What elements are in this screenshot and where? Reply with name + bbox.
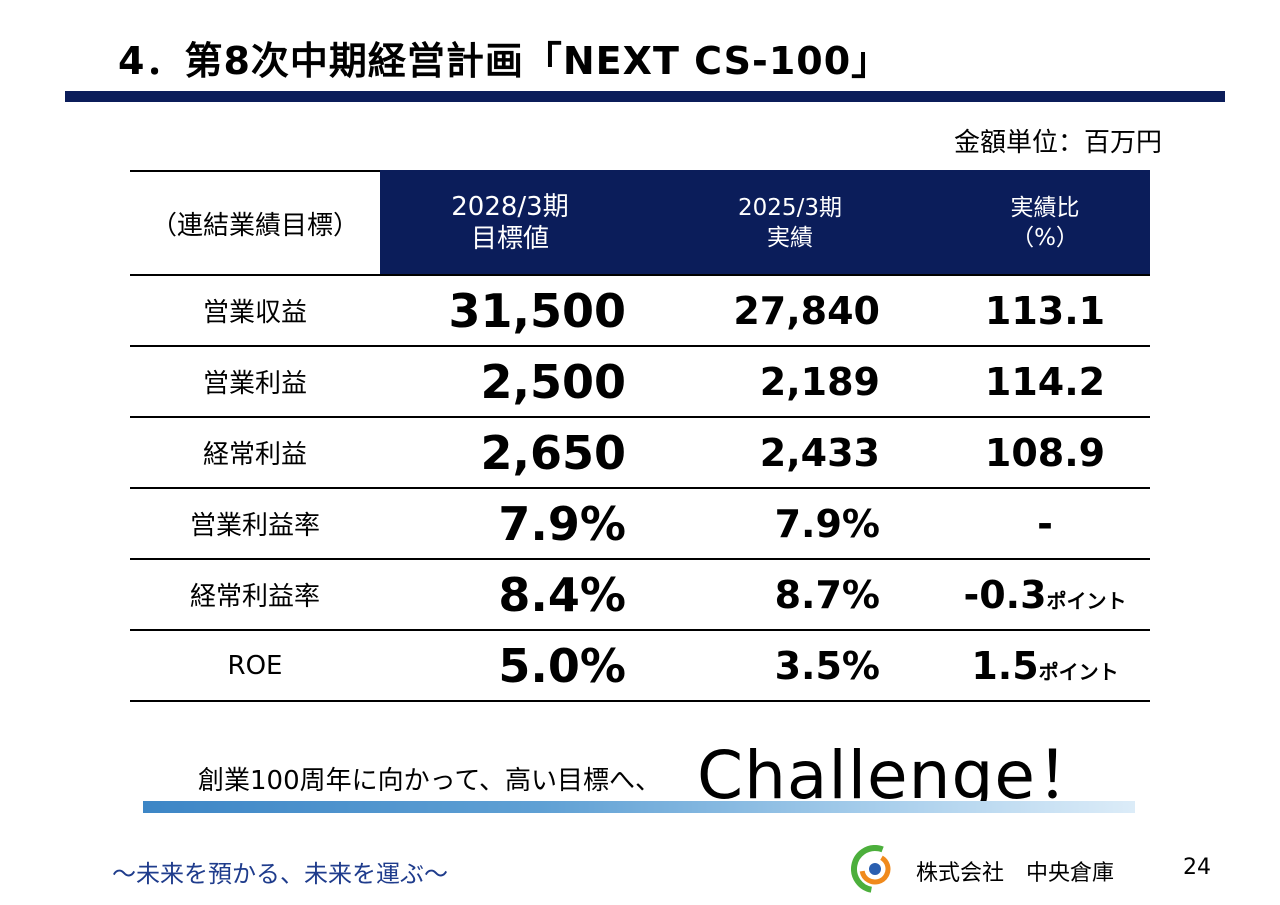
- table-header-row: （連結業績目標） 2028/3期 目標値 2025/3期 実績 実績比 （%）: [130, 170, 1150, 276]
- ratio-cell: 1.5ポイント: [940, 630, 1150, 702]
- slide-title: 4．第8次中期経営計画「NEXT CS-100」: [118, 39, 891, 83]
- amount-unit-label: 金額単位：百万円: [953, 128, 1162, 158]
- kpi-table: （連結業績目標） 2028/3期 目標値 2025/3期 実績 実績比 （%） …: [130, 170, 1150, 702]
- actual-value: 8.7%: [640, 559, 940, 631]
- ratio-suffix: ポイント: [1046, 588, 1127, 613]
- ratio-value: 1.5: [971, 643, 1039, 688]
- row-label: ROE: [130, 630, 380, 702]
- slogan-text: 創業100周年に向かって、高い目標へ、: [198, 766, 662, 796]
- title-underline-bar: [65, 91, 1225, 102]
- ratio-value: -: [1037, 501, 1053, 546]
- page-number: 24: [1183, 855, 1211, 880]
- ratio-cell: 114.2: [940, 346, 1150, 418]
- ratio-value: -0.3: [963, 572, 1047, 617]
- row-label: 営業利益率: [130, 488, 380, 560]
- company-logo-icon: [851, 845, 899, 893]
- ratio-cell: 113.1: [940, 275, 1150, 347]
- table-corner-label: （連結業績目標）: [130, 170, 380, 276]
- target-value: 2,500: [380, 346, 640, 418]
- table-row: 営業利益 2,500 2,189 114.2: [130, 346, 1150, 418]
- table-row: 経常利益率 8.4% 8.7% -0.3ポイント: [130, 559, 1150, 631]
- company-name: 株式会社 中央倉庫: [916, 861, 1115, 886]
- ratio-cell: -: [940, 488, 1150, 560]
- column-header-line1: 2025/3期: [738, 195, 842, 221]
- target-value: 8.4%: [380, 559, 640, 631]
- column-header-line2: 目標値: [470, 224, 549, 254]
- row-label: 経常利益率: [130, 559, 380, 631]
- ratio-value: 114.2: [984, 359, 1106, 404]
- row-label: 営業収益: [130, 275, 380, 347]
- table-row: ROE 5.0% 3.5% 1.5ポイント: [130, 630, 1150, 702]
- actual-value: 2,189: [640, 346, 940, 418]
- table-row: 経常利益 2,650 2,433 108.9: [130, 417, 1150, 489]
- actual-value: 3.5%: [640, 630, 940, 702]
- column-header-line2: 実績: [767, 225, 813, 251]
- actual-value: 27,840: [640, 275, 940, 347]
- footer-slogan: ～未来を預かる、未来を運ぶ～: [112, 860, 448, 888]
- column-header-target: 2028/3期 目標値: [380, 170, 640, 276]
- column-header-ratio: 実績比 （%）: [940, 170, 1150, 276]
- target-value: 5.0%: [380, 630, 640, 702]
- ratio-cell: -0.3ポイント: [940, 559, 1150, 631]
- actual-value: 7.9%: [640, 488, 940, 560]
- ratio-value: 108.9: [984, 430, 1106, 475]
- ratio-suffix: ポイント: [1038, 659, 1119, 684]
- target-value: 7.9%: [380, 488, 640, 560]
- gradient-accent-bar: [143, 801, 1135, 813]
- table-row: 営業利益率 7.9% 7.9% -: [130, 488, 1150, 560]
- ratio-cell: 108.9: [940, 417, 1150, 489]
- column-header-actual: 2025/3期 実績: [640, 170, 940, 276]
- row-label: 経常利益: [130, 417, 380, 489]
- ratio-value: 113.1: [984, 288, 1106, 333]
- column-header-line1: 2028/3期: [451, 192, 569, 222]
- actual-value: 2,433: [640, 417, 940, 489]
- column-header-line1: 実績比: [1010, 195, 1080, 221]
- column-header-line2: （%）: [1011, 225, 1079, 251]
- target-value: 31,500: [380, 275, 640, 347]
- row-label: 営業利益: [130, 346, 380, 418]
- table-row: 営業収益 31,500 27,840 113.1: [130, 275, 1150, 347]
- target-value: 2,650: [380, 417, 640, 489]
